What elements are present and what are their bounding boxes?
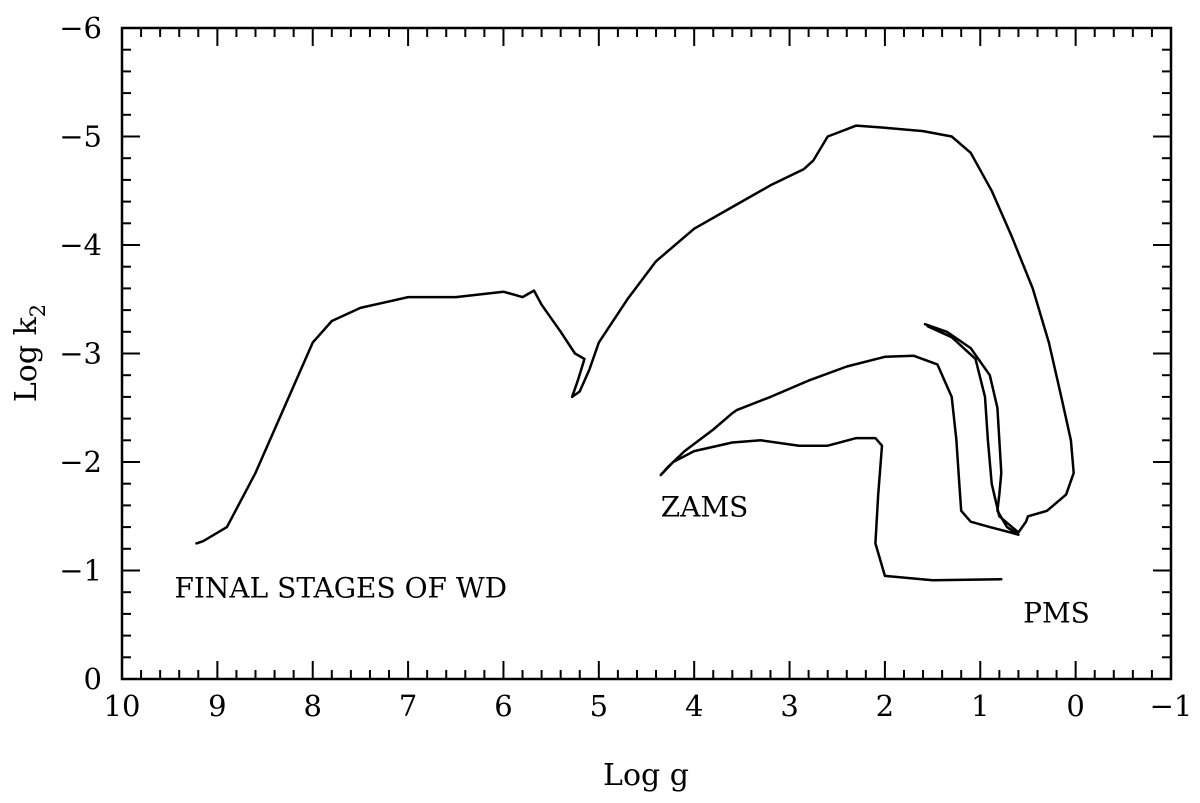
- x-tick-label: 3: [780, 689, 798, 723]
- annotations: ZAMS FINAL STAGES OF WD PMS: [174, 490, 1089, 629]
- x-tick-label: 8: [304, 689, 322, 723]
- y-axis-title-main: Log k: [9, 316, 44, 402]
- y-tick-labels: 0 −1 −2 −3 −4 −5 −6: [59, 11, 102, 696]
- annotation-label: PMS: [1023, 597, 1090, 630]
- x-tick-label: 9: [208, 689, 226, 723]
- y-tick-label: −1: [59, 554, 102, 588]
- y-tick-label: −2: [59, 445, 102, 479]
- x-tick-label: 10: [104, 689, 141, 723]
- x-tick-label: 5: [590, 689, 608, 723]
- annotation-label: ZAMS: [661, 490, 749, 523]
- x-tick-label: 6: [494, 689, 512, 723]
- x-tick-label: 7: [399, 689, 417, 723]
- y-axis-title: Log k2: [9, 304, 50, 402]
- x-tick-label: 2: [876, 689, 894, 723]
- curve-1: [659, 322, 1020, 582]
- y-axis-title-sub: 2: [26, 304, 50, 317]
- x-tick-label: 4: [685, 689, 703, 723]
- y-tick-label: −6: [59, 11, 102, 45]
- y-tick-label: −3: [59, 337, 102, 371]
- x-tick-label: 0: [1066, 689, 1084, 723]
- y-tick-label: −5: [59, 120, 102, 154]
- annotation-label: FINAL STAGES OF WD: [174, 572, 507, 605]
- x-axis-title: Log g: [603, 758, 689, 793]
- y-tick-label: 0: [84, 662, 102, 696]
- y-tick-label: −4: [59, 228, 102, 262]
- tick-marks: [121, 27, 1172, 680]
- x-tick-labels: 10 9 8 7 6 5 4 3 2 1 0 −1: [104, 689, 1193, 723]
- curve-2: [195, 124, 1075, 545]
- x-tick-label: 1: [971, 689, 989, 723]
- curves: [195, 124, 1075, 582]
- x-tick-label: −1: [1150, 689, 1193, 723]
